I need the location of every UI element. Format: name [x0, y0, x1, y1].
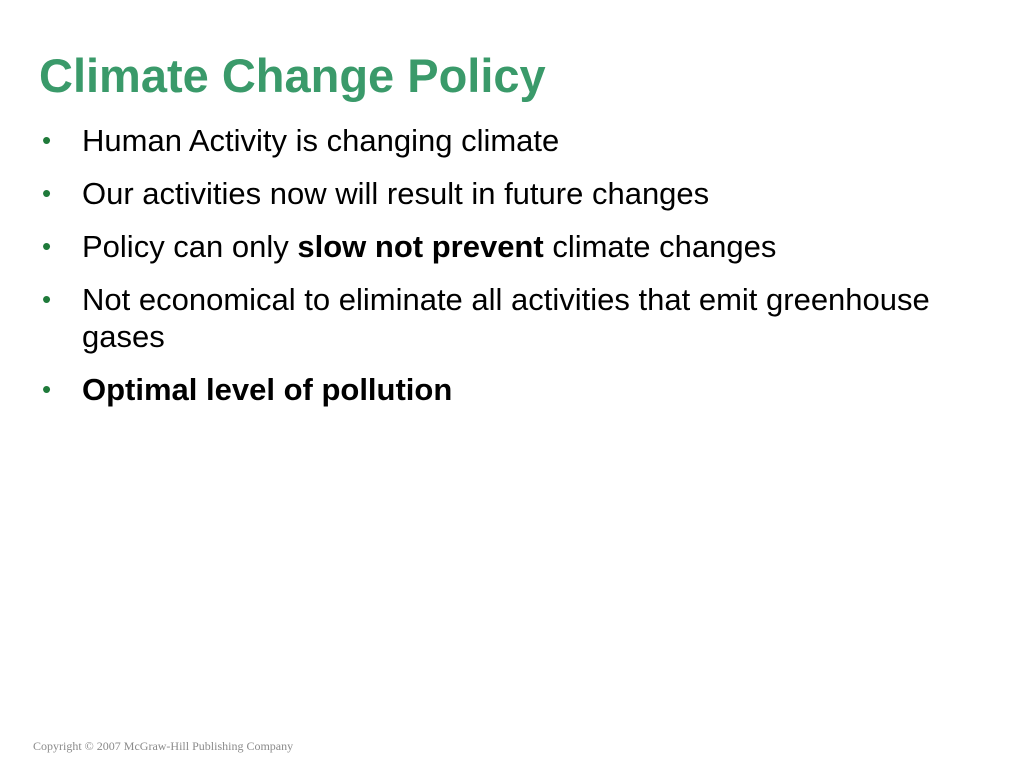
bullet-item: • Human Activity is changing climate: [0, 122, 1024, 159]
bullet-item: • Not economical to eliminate all activi…: [0, 281, 1024, 355]
bullet-text: Our activities now will result in future…: [82, 176, 710, 211]
bullet-icon: •: [42, 178, 52, 208]
slide-title: Climate Change Policy: [39, 49, 546, 102]
bullet-list: • Human Activity is changing climate • O…: [0, 122, 1024, 424]
bullet-icon: •: [42, 284, 52, 314]
bullet-item: • Optimal level of pollution: [0, 371, 1024, 408]
bullet-icon: •: [42, 231, 52, 261]
bullet-text-emphasis: Optimal level of pollution: [82, 372, 453, 407]
bullet-icon: •: [42, 125, 52, 155]
bullet-text: Not economical to eliminate all activiti…: [82, 282, 930, 354]
bullet-icon: •: [42, 374, 52, 404]
bullet-text: Human Activity is changing climate: [82, 123, 560, 158]
bullet-item: • Our activities now will result in futu…: [0, 175, 1024, 212]
bullet-text-after: climate changes: [543, 229, 777, 264]
bullet-text-emphasis: slow not prevent: [297, 229, 544, 264]
copyright-footer: Copyright © 2007 McGraw-Hill Publishing …: [33, 739, 294, 753]
bullet-text-before: Policy can only: [82, 229, 298, 264]
bullet-item: • Policy can only slow not prevent clima…: [0, 228, 1024, 265]
